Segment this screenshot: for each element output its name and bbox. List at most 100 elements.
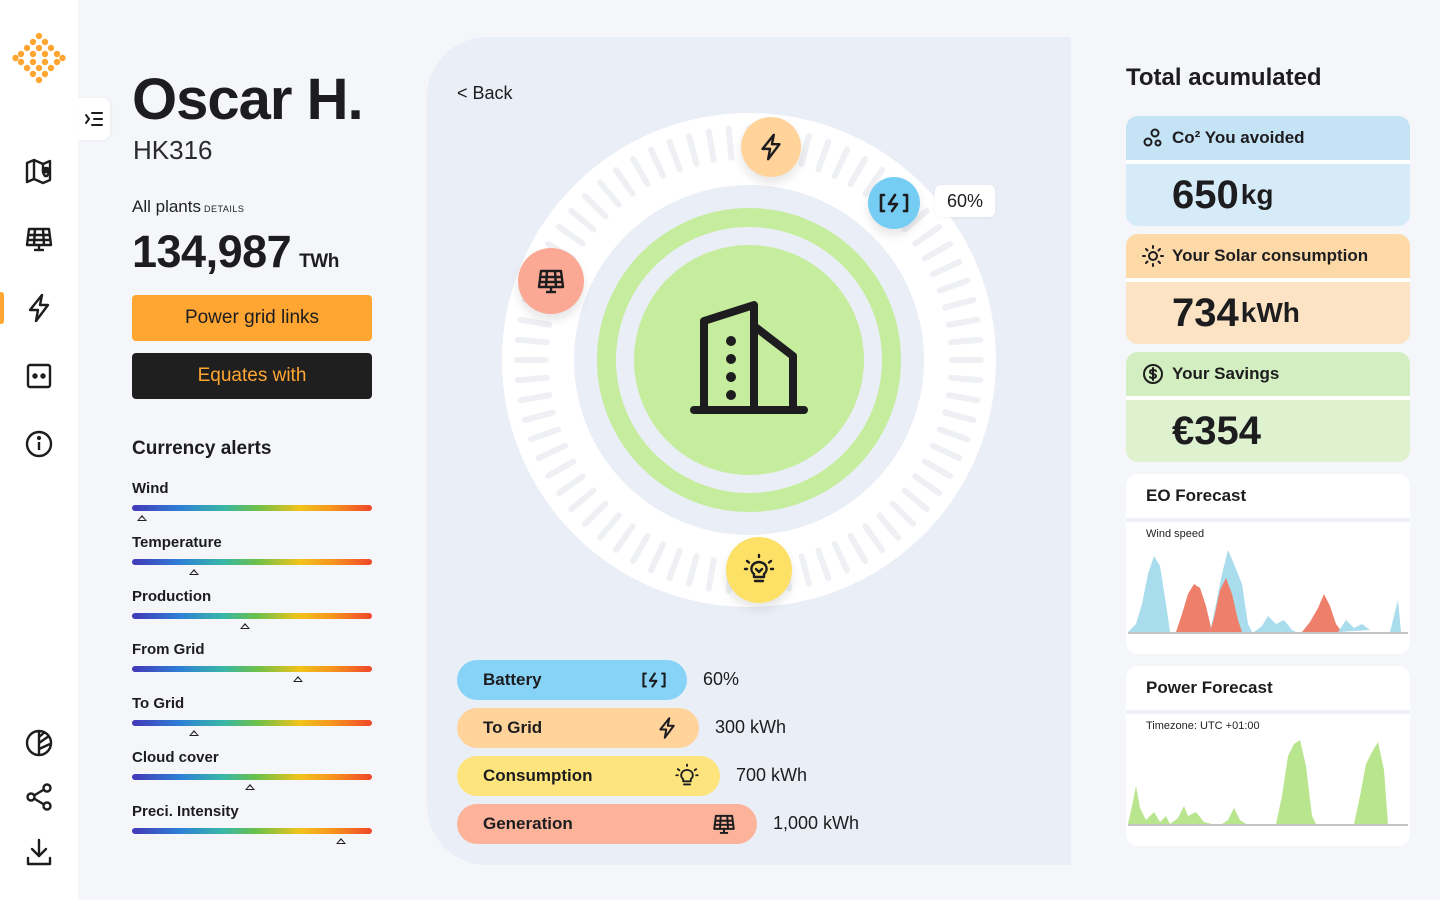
total-value-number: 734	[1172, 290, 1239, 335]
sidebar-item-solar[interactable]	[19, 219, 59, 259]
alert-gradient-bar	[132, 720, 372, 726]
legend-value: 300 kWh	[715, 717, 787, 737]
ring-tick	[612, 166, 636, 197]
alert-marker[interactable]	[335, 838, 346, 844]
alert-marker[interactable]	[239, 623, 250, 629]
total-card: Co² You avoided 650 kg	[1126, 116, 1410, 226]
alert-row: Production	[132, 588, 372, 642]
alert-marker[interactable]	[244, 784, 255, 790]
total-card-label: Co² You avoided	[1172, 128, 1305, 147]
alert-row: Wind	[132, 480, 372, 534]
ring-tick	[921, 458, 953, 479]
map-icon	[25, 158, 52, 185]
eo-forecast-subtitle: Wind speed	[1146, 528, 1205, 540]
sun-icon	[1142, 245, 1164, 267]
sidebar-item-energy[interactable]	[19, 288, 59, 328]
battery-charging-icon	[642, 672, 666, 688]
legend-value: 60%	[703, 669, 740, 689]
sidebar-item-device[interactable]	[19, 356, 59, 396]
legend-label: Generation	[483, 814, 573, 833]
alert-marker[interactable]	[292, 676, 303, 682]
grid-node[interactable]	[741, 117, 801, 177]
card-divider	[1126, 518, 1410, 522]
ring-tick	[581, 192, 609, 220]
total-value-number: 650	[1172, 172, 1239, 217]
ring-tick	[514, 374, 550, 384]
solar-panel-icon	[537, 269, 565, 294]
user-name: Oscar H.	[132, 67, 364, 132]
back-link[interactable]: < Back	[457, 83, 513, 103]
ring-tick	[948, 374, 984, 384]
ring-tick	[517, 316, 553, 328]
ring-tick	[555, 223, 586, 247]
sidebar-item-download[interactable]	[19, 832, 59, 872]
ring-tick	[815, 547, 832, 582]
ring-tick	[596, 179, 622, 208]
coin-icon	[1143, 364, 1163, 384]
legend-pill-consumption[interactable]: Consumption	[457, 756, 720, 796]
lightbulb-icon	[743, 553, 775, 583]
alert-label: To Grid	[132, 695, 185, 712]
plants-total-unit: TWh	[299, 251, 339, 272]
legend-pill-battery[interactable]: Battery	[457, 660, 687, 700]
ring-tick	[596, 512, 622, 541]
card-divider	[1126, 396, 1410, 400]
alert-row: To Grid	[132, 695, 372, 749]
device-icon	[26, 363, 52, 389]
alert-gradient-bar	[132, 774, 372, 780]
ring-tick	[901, 487, 930, 513]
alert-row: Preci. Intensity	[132, 803, 372, 857]
plants-details-link[interactable]: DETAILS	[203, 204, 245, 214]
alert-label: Wind	[132, 480, 169, 497]
eo-forecast-card: EO Forecast Wind speed	[1126, 474, 1410, 654]
power-forecast-title: Power Forecast	[1146, 678, 1273, 697]
sidebar-toggle-button[interactable]	[78, 98, 110, 140]
power-forecast-card: Power Forecast Timezone: UTC +01:00	[1126, 666, 1410, 846]
sidebar-item-map[interactable]	[19, 151, 59, 191]
alert-row: Temperature	[132, 534, 372, 588]
legend-value: 1,000 kWh	[773, 813, 860, 833]
sidebar-item-theme[interactable]	[19, 723, 59, 763]
legend-pill-to-grid[interactable]: To Grid	[457, 708, 699, 748]
ring-tick	[647, 540, 667, 574]
total-card-header: Your Savings	[1126, 352, 1410, 396]
total-card-header: Your Solar consumption	[1126, 234, 1410, 278]
legend-pill-generation[interactable]: Generation	[457, 804, 757, 844]
alert-label: Production	[132, 588, 212, 605]
ring-tick	[862, 523, 886, 554]
alert-marker[interactable]	[189, 730, 200, 736]
alert-gradient-bar	[132, 559, 372, 565]
sidebar-item-info[interactable]	[19, 424, 59, 464]
alert-label: Cloud cover	[132, 749, 219, 766]
plants-label: All plants DETAILS	[132, 197, 244, 217]
consumption-node[interactable]	[726, 537, 792, 603]
building-icon	[690, 301, 808, 414]
ring-tick	[912, 473, 943, 497]
power-grid-links-button[interactable]: Power grid links	[132, 295, 372, 341]
total-card-header: Co² You avoided	[1126, 116, 1410, 160]
battery-charging-icon	[879, 193, 909, 213]
plants-total: 134,987 TWh	[132, 226, 339, 278]
battery-node[interactable]	[868, 177, 920, 229]
ring-tick	[568, 487, 597, 513]
sidebar-item-share[interactable]	[19, 777, 59, 817]
solar-node[interactable]	[518, 248, 584, 314]
ring-tick	[666, 138, 683, 173]
alert-marker[interactable]	[189, 569, 200, 575]
total-card-value: 734 kWh	[1126, 282, 1410, 344]
solar-panel-icon	[713, 814, 735, 834]
ring-tick	[514, 336, 550, 346]
alert-marker[interactable]	[136, 515, 147, 521]
lightning-icon	[659, 717, 675, 739]
download-icon	[26, 838, 52, 866]
ring-tick	[521, 409, 556, 424]
legend-value: 700 kWh	[736, 765, 808, 785]
card-divider	[1126, 710, 1410, 714]
energy-ring	[502, 113, 996, 607]
info-icon	[25, 430, 53, 458]
ring-tick	[945, 316, 981, 328]
total-card-label: Your Savings	[1172, 364, 1280, 383]
ring-tick	[936, 277, 971, 294]
ring-tick	[929, 442, 963, 462]
equates-with-button[interactable]: Equates with	[132, 353, 372, 399]
